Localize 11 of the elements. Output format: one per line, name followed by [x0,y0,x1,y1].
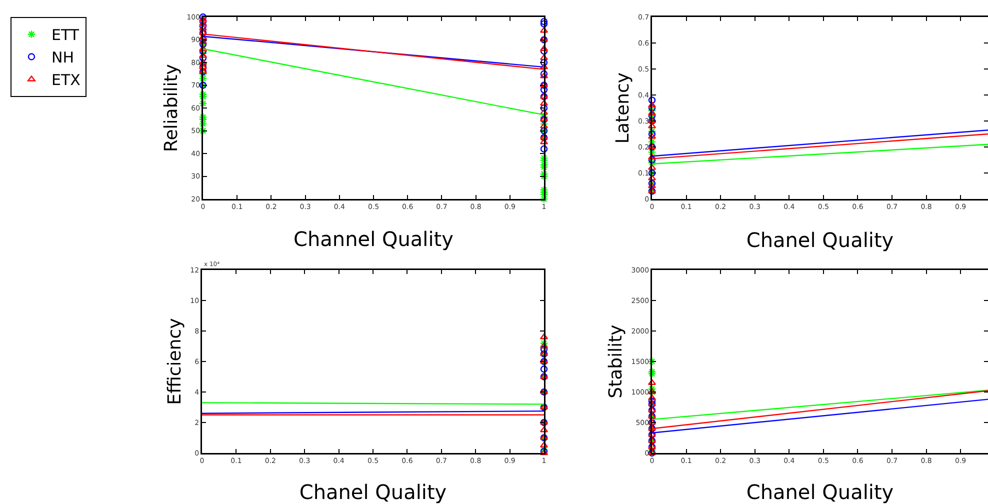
y-axis-title: Reliability [161,64,182,152]
legend-label: NH [51,48,74,67]
y-axis-title: Latency [612,72,634,144]
x-axis-title: Chanel Quality [746,480,894,504]
legend-label: ETX [51,71,80,90]
y-axis-title: Stability [606,324,627,398]
x-axis-title: Channel Quality [294,227,454,252]
x-axis-title: Chanel Quality [746,228,894,252]
y-axis-title: Efficiency [164,318,186,405]
legend-label: ETT [51,26,80,44]
x-axis-title: Chanel Quality [299,480,447,504]
